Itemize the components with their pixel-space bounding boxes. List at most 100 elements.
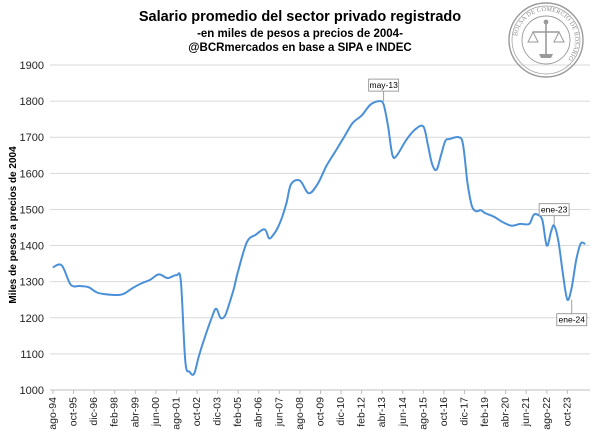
x-tick-label: dic-10 [335, 397, 347, 426]
data-point [422, 125, 424, 127]
x-tick-label: ago-01 [170, 397, 182, 430]
y-tick-label: 1000 [20, 385, 44, 397]
data-point [105, 293, 107, 295]
data-point [140, 282, 142, 285]
data-point [114, 294, 116, 296]
data-point [378, 100, 380, 102]
data-point [528, 223, 530, 225]
data-point [537, 214, 539, 216]
data-point [167, 277, 169, 279]
data-point [369, 104, 371, 106]
y-tick-label: 1700 [20, 132, 44, 144]
x-tick-label: abr-20 [500, 397, 512, 428]
x-tick-label: ago-94 [47, 397, 59, 430]
data-point [202, 342, 204, 344]
gridlines [50, 64, 590, 391]
data-point [562, 273, 564, 275]
data-point [175, 274, 177, 276]
data-point [541, 219, 544, 221]
y-tick-label: 1100 [20, 349, 44, 361]
x-tick-label: oct-09 [314, 397, 326, 426]
data-point [308, 192, 310, 194]
data-point [431, 163, 433, 165]
annotation-box [556, 313, 588, 327]
data-point [78, 285, 81, 287]
data-point [383, 104, 385, 106]
data-point [180, 281, 182, 283]
data-point [462, 143, 464, 145]
annotation-label: may-13 [369, 80, 398, 90]
data-point [268, 237, 270, 239]
data-point [272, 234, 274, 236]
data-point [299, 180, 301, 182]
data-point [466, 181, 468, 183]
data-point [396, 154, 398, 156]
y-tick-label: 1300 [20, 277, 44, 289]
data-point [361, 115, 363, 117]
data-point [352, 122, 354, 124]
x-tick-label: ago-08 [294, 397, 306, 430]
x-tick-label: jun-07 [273, 397, 285, 427]
data-point [122, 293, 125, 295]
data-point [246, 241, 248, 243]
data-point [316, 183, 319, 185]
data-point [52, 266, 54, 268]
data-point [343, 136, 345, 138]
data-point [475, 210, 477, 212]
data-point [584, 243, 586, 245]
x-tick-label: dic-96 [88, 397, 100, 426]
x-tick-label: oct-23 [561, 397, 573, 426]
series-line [52, 100, 586, 376]
data-point [550, 230, 552, 232]
data-point [237, 270, 239, 272]
x-tick-label: oct-02 [191, 397, 203, 426]
data-point [193, 373, 195, 375]
data-point [325, 165, 327, 167]
x-tick-label: jun-14 [397, 397, 409, 427]
data-point [502, 221, 504, 223]
data-point [224, 315, 226, 317]
annotation-label: ene-24 [559, 315, 586, 325]
data-point [519, 223, 521, 225]
data-point [557, 241, 560, 243]
chart-subtitle-1: -en miles de pesos a precios de 2004- [197, 28, 403, 40]
data-point [444, 140, 446, 142]
x-tick-label: feb-19 [479, 397, 491, 427]
data-point [255, 234, 257, 236]
data-point [215, 308, 217, 310]
x-tick-labels: ago-94 oct-95 dic-96 feb-98 abr-99 jun-00 ago-… [47, 390, 573, 430]
y-tick-label: 1600 [20, 168, 44, 180]
data-point [131, 287, 133, 289]
annotation-label: ene-23 [541, 205, 568, 215]
data-point [571, 286, 573, 288]
data-point [413, 129, 416, 131]
data-point [158, 273, 160, 275]
data-point [449, 138, 451, 140]
data-point [575, 259, 577, 261]
y-tick-label: 1900 [20, 60, 44, 72]
data-point [458, 136, 460, 138]
data-point [228, 302, 230, 304]
data-point [427, 143, 429, 145]
data-point [493, 216, 495, 218]
x-tick-label: ago-22 [541, 397, 553, 430]
x-tick-label: abr-99 [129, 397, 141, 428]
data-point [546, 245, 548, 247]
data-point [580, 243, 582, 245]
data-point [387, 125, 389, 127]
data-point [277, 226, 279, 229]
y-tick-label: 1500 [20, 204, 44, 216]
series-layer [52, 100, 586, 376]
data-point [391, 154, 394, 156]
bolsa-comercio-rosario-seal: BOLSA DE COMERCIO DE ROSARIO [508, 2, 584, 78]
data-point [566, 299, 569, 301]
data-point [510, 225, 513, 227]
x-tick-label: jun-00 [150, 397, 162, 427]
data-point [184, 360, 186, 362]
chart-title: Salario promedio del sector privado regi… [139, 9, 461, 25]
data-point [471, 205, 473, 207]
x-tick-label: jun-21 [520, 397, 532, 427]
x-tick-label: feb-05 [232, 397, 244, 427]
data-point [61, 264, 63, 266]
